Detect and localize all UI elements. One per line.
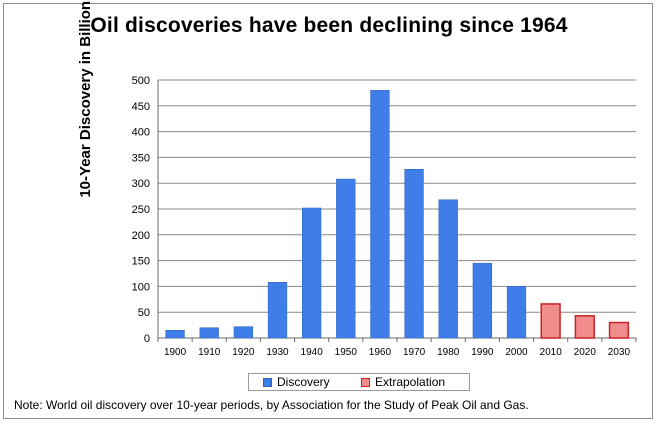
bar-discovery <box>302 207 322 339</box>
bar-discovery <box>370 90 390 339</box>
x-tick-label: 2020 <box>574 347 597 358</box>
x-tick-label: 1940 <box>301 347 324 358</box>
y-tick-label: 500 <box>132 75 150 87</box>
legend-swatch-extrapolation <box>361 378 370 387</box>
bar-discovery <box>472 262 492 339</box>
legend-label-discovery: Discovery <box>277 375 330 389</box>
chart-note: Note: World oil discovery over 10-year p… <box>14 398 529 412</box>
bar-extrapolation <box>540 303 561 339</box>
x-tick-label: 1960 <box>369 347 392 358</box>
bar-discovery <box>336 178 356 339</box>
chart-title: Oil discoveries have been declining sinc… <box>90 14 568 37</box>
y-tick-label: 200 <box>132 230 150 242</box>
bar-discovery <box>438 199 458 339</box>
bar-extrapolation <box>574 315 595 339</box>
y-tick-label: 150 <box>132 256 150 268</box>
y-tick-label: 250 <box>132 204 150 216</box>
x-tick-label: 1930 <box>266 347 289 358</box>
bar-discovery <box>165 330 185 339</box>
x-tick-label: 1910 <box>198 347 221 358</box>
bar-extrapolation <box>608 321 630 339</box>
bar-discovery <box>233 326 253 339</box>
y-tick-label: 50 <box>138 307 150 319</box>
legend-label-extrapolation: Extrapolation <box>375 375 446 389</box>
y-tick-label: 100 <box>132 281 150 293</box>
chart-legend: Discovery Extrapolation <box>248 373 470 391</box>
bar-discovery <box>506 286 527 339</box>
x-tick-label: 2030 <box>608 347 631 358</box>
x-tick-label: 2010 <box>540 347 563 358</box>
bar-discovery <box>199 327 219 339</box>
x-tick-label: 1900 <box>164 347 187 358</box>
legend-swatch-discovery <box>263 378 272 387</box>
x-tick-label: 2000 <box>505 347 528 358</box>
y-tick-label: 400 <box>132 127 150 139</box>
y-tick-label: 450 <box>132 101 150 113</box>
y-tick-label: 0 <box>144 333 150 345</box>
x-tick-label: 1950 <box>335 347 358 358</box>
bar-discovery <box>267 282 288 339</box>
y-tick-label: 350 <box>132 152 150 164</box>
y-tick-label: 300 <box>132 178 150 190</box>
x-tick-label: 1980 <box>437 347 460 358</box>
x-tick-label: 1990 <box>471 347 494 358</box>
x-tick-label: 1970 <box>403 347 426 358</box>
bar-discovery <box>404 169 424 339</box>
x-tick-label: 1920 <box>232 347 255 358</box>
